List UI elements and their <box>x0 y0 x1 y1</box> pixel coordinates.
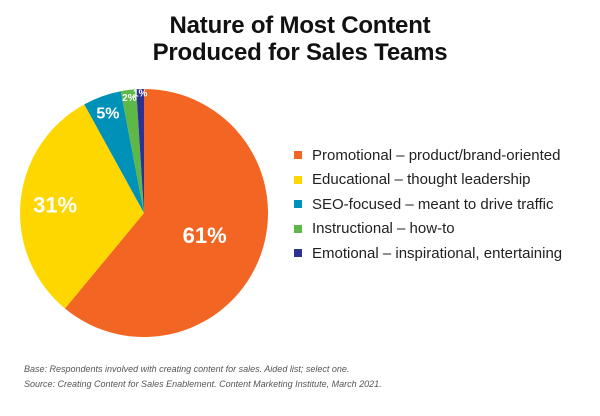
pie-slice <box>120 89 144 213</box>
legend-swatch-icon <box>294 224 302 233</box>
slice-value-label: 5% <box>96 105 119 122</box>
legend-item-educational: Educational – thought leadership <box>294 168 562 193</box>
pie-slice <box>136 89 144 213</box>
legend: Promotional – product/brand-oriented Edu… <box>294 143 562 266</box>
legend-label: Emotional – inspirational, entertaining <box>312 244 563 262</box>
legend-label: SEO-focused – meant to drive traffic <box>312 195 554 213</box>
legend-swatch-icon <box>294 175 302 184</box>
legend-label: Educational – thought leadership <box>312 171 531 189</box>
source-note: Source: Creating Content for Sales Enabl… <box>24 379 382 389</box>
slice-value-label: 31% <box>33 193 77 218</box>
legend-item-promotional: Promotional – product/brand-oriented <box>294 143 562 168</box>
legend-swatch-icon <box>294 200 302 209</box>
legend-swatch-icon <box>294 249 302 258</box>
legend-item-emotional: Emotional – inspirational, entertaining <box>294 241 562 266</box>
legend-label: Instructional – how-to <box>312 220 455 238</box>
chart-notes: Base: Respondents involved with creating… <box>24 362 382 392</box>
pie-slice-labels: 61% 31% 5%2%1% <box>33 88 227 247</box>
slice-value-label: 1% <box>133 88 148 99</box>
legend-swatch-icon <box>294 151 302 160</box>
slice-value-label: 2% <box>122 93 137 104</box>
chart-title-line-1: Nature of Most Content <box>169 12 431 39</box>
pie-slice <box>64 89 269 337</box>
base-note: Base: Respondents involved with creating… <box>24 364 350 374</box>
legend-label: Promotional – product/brand-oriented <box>312 146 561 164</box>
chart-title-line-2: Produced for Sales Teams <box>152 39 448 66</box>
slice-value-label: 61% <box>183 223 227 248</box>
pie-slice <box>20 104 144 309</box>
legend-item-seo-focused: SEO-focused – meant to drive traffic <box>294 192 562 217</box>
chart-title: Nature of Most Content Produced for Sale… <box>0 12 600 66</box>
pie-slices <box>20 89 269 337</box>
legend-item-instructional: Instructional – how-to <box>294 217 562 242</box>
pie-slice <box>84 91 144 213</box>
